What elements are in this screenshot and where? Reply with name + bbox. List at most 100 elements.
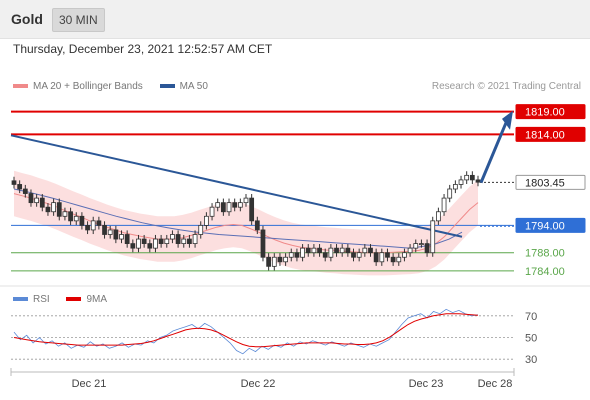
rsi-tick-70: 70 xyxy=(525,311,537,323)
candle-body xyxy=(124,234,130,244)
candle-body xyxy=(136,238,141,249)
level-label-box-1794.00 xyxy=(515,217,586,233)
candle-body xyxy=(51,202,56,213)
candle-body xyxy=(198,224,204,235)
candle-body xyxy=(56,202,62,217)
candle-body xyxy=(362,247,368,254)
candle-body xyxy=(192,234,198,244)
candle-body xyxy=(113,229,119,240)
candle-body xyxy=(402,252,407,258)
rsi-panel: 70 50 30 xyxy=(11,308,537,366)
candle-body xyxy=(452,184,458,190)
candle-body xyxy=(458,179,464,185)
candle-body xyxy=(351,252,356,258)
candle-body xyxy=(130,243,136,249)
candle-body xyxy=(464,174,470,181)
candle-body xyxy=(79,215,85,226)
candle-body xyxy=(204,215,209,226)
level-label-1788.00: 1788.00 xyxy=(525,248,565,260)
candle-body xyxy=(226,202,232,213)
candle-body xyxy=(430,220,436,254)
candle-body xyxy=(419,243,424,246)
rsi-tick-50: 50 xyxy=(525,333,537,345)
forecast-arrow-shaft xyxy=(479,117,510,184)
timestamp: Thursday, December 23, 2021 12:52:57 AM … xyxy=(13,42,273,56)
legend-swatch-bollinger xyxy=(13,84,28,88)
timeframe-badge[interactable]: 30 MIN xyxy=(52,8,105,32)
candle-body xyxy=(424,243,430,254)
level-label-1803.45: 1803.45 xyxy=(525,177,565,189)
candle-body xyxy=(271,256,277,267)
candle-body xyxy=(181,238,187,245)
candle-body xyxy=(300,247,305,258)
candle-body xyxy=(373,252,379,263)
candle-body xyxy=(334,247,339,254)
legend-label-ma50: MA 50 xyxy=(179,80,208,92)
candle-body xyxy=(317,247,322,254)
candle-body xyxy=(254,220,260,231)
level-label-1794.00: 1794.00 xyxy=(525,220,565,232)
candle-body xyxy=(96,220,102,226)
candle-body xyxy=(390,256,396,263)
rsi-9ma-line xyxy=(13,313,479,348)
bollinger-band xyxy=(14,170,478,276)
candle-body xyxy=(73,215,79,222)
candle-body xyxy=(266,256,272,267)
candle-body xyxy=(328,247,334,258)
legend-swatch-ma50 xyxy=(159,84,175,88)
rsi-legend: RSI 9MA xyxy=(13,293,121,305)
candle-body xyxy=(339,247,345,254)
level-label-1819.00: 1819.00 xyxy=(525,107,565,119)
candle-body xyxy=(232,202,238,208)
candle-body xyxy=(11,180,17,185)
candle-body xyxy=(17,184,23,190)
candle-body xyxy=(322,252,328,258)
legend-label-9ma: 9MA xyxy=(86,293,108,305)
candle-body xyxy=(379,252,385,263)
candle-body xyxy=(119,234,124,240)
price-legend: MA 20 + Bollinger Bands MA 50 xyxy=(13,80,222,92)
candle-body xyxy=(413,243,419,249)
candle-body xyxy=(385,252,390,258)
candle-body xyxy=(22,188,28,194)
legend-label-rsi: RSI xyxy=(33,293,50,305)
candle-body xyxy=(305,247,311,254)
candle-body xyxy=(243,197,249,204)
price-panel: 1819.00 1814.00 1803.45 1794.00 1788.00 1784.… xyxy=(0,104,590,287)
candle-body xyxy=(447,188,453,199)
candle-body xyxy=(34,197,40,204)
candle-body xyxy=(107,229,113,235)
candle-body xyxy=(85,224,90,231)
ma50-line xyxy=(13,188,463,249)
candle-body xyxy=(475,179,481,183)
legend-swatch-rsi xyxy=(13,297,28,301)
candle-body xyxy=(141,238,147,245)
candle-body xyxy=(249,197,255,222)
candle-body xyxy=(436,211,441,222)
level-label-1784.00: 1784.00 xyxy=(525,266,565,278)
forecast-arrow-head xyxy=(502,110,513,130)
candle-body xyxy=(28,193,34,204)
candle-body xyxy=(90,220,96,231)
candle-body xyxy=(294,252,300,258)
candle-body xyxy=(153,238,158,249)
candle-body xyxy=(469,174,475,181)
candle-body xyxy=(288,252,294,258)
candle-body xyxy=(277,256,283,263)
candle-body xyxy=(215,202,221,208)
trend-line xyxy=(10,134,463,238)
level-label-box-1803.45 xyxy=(515,174,586,190)
legend-swatch-9ma xyxy=(66,297,82,301)
level-label-box-1819.00 xyxy=(515,104,586,120)
candle-body xyxy=(311,247,317,254)
candle-body xyxy=(356,252,362,258)
candle-body xyxy=(158,238,164,245)
candle-body xyxy=(164,238,170,245)
candle-body xyxy=(345,247,351,254)
candle-body xyxy=(283,256,288,263)
candle-body xyxy=(62,211,68,217)
legend-item-rsi: RSI xyxy=(13,294,50,305)
candle-body xyxy=(260,229,266,258)
candle-body xyxy=(368,247,373,254)
